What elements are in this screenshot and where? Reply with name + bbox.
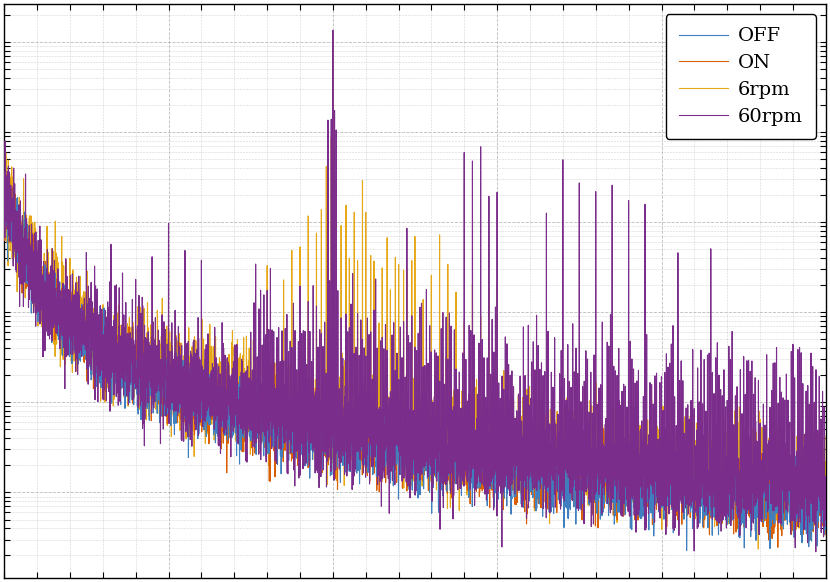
60rpm [811, 548, 821, 555]
6rpm [754, 545, 764, 552]
60rpm [0, 205, 9, 212]
OFF [492, 439, 502, 446]
6rpm [313, 369, 323, 376]
OFF [681, 547, 691, 554]
60rpm [675, 464, 685, 471]
6rpm [821, 458, 830, 465]
ON [149, 400, 159, 407]
ON [534, 464, 544, 471]
ON [313, 445, 323, 452]
OFF [613, 487, 622, 494]
OFF [313, 456, 323, 463]
6rpm [328, 31, 338, 38]
60rpm [534, 462, 544, 469]
Line: 6rpm: 6rpm [4, 34, 826, 549]
Line: OFF: OFF [4, 174, 826, 551]
6rpm [675, 452, 685, 459]
60rpm [613, 443, 622, 450]
OFF [0, 179, 9, 186]
ON [492, 460, 502, 467]
60rpm [149, 401, 159, 408]
ON [821, 505, 830, 512]
ON [675, 488, 685, 495]
6rpm [534, 430, 544, 437]
OFF [149, 378, 159, 385]
6rpm [613, 463, 622, 470]
ON [613, 485, 622, 492]
ON [0, 179, 9, 186]
ON [5, 171, 15, 178]
Line: ON: ON [4, 174, 826, 547]
OFF [675, 470, 685, 477]
OFF [3, 171, 13, 178]
OFF [821, 489, 830, 496]
OFF [534, 491, 544, 498]
6rpm [492, 280, 502, 287]
60rpm [821, 488, 830, 495]
60rpm [313, 343, 323, 350]
Line: 60rpm: 60rpm [4, 30, 826, 552]
60rpm [492, 189, 502, 196]
ON [773, 544, 783, 551]
60rpm [328, 27, 338, 34]
6rpm [149, 389, 159, 396]
6rpm [0, 214, 9, 221]
Legend: OFF, ON, 6rpm, 60rpm: OFF, ON, 6rpm, 60rpm [666, 14, 816, 139]
